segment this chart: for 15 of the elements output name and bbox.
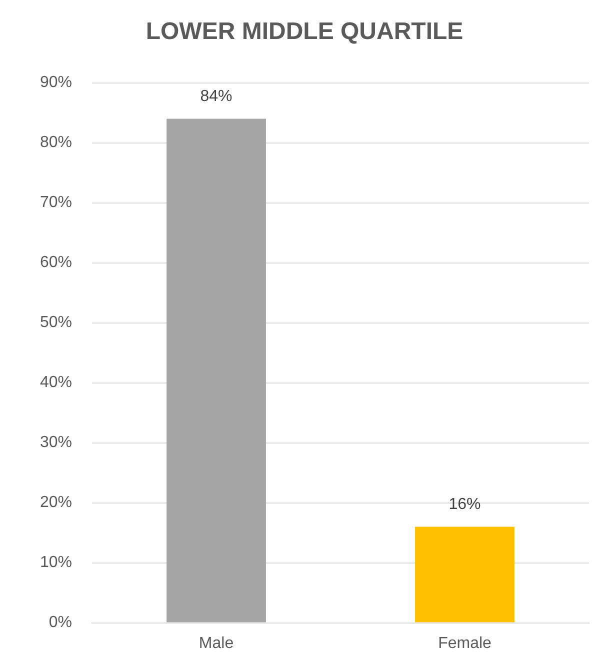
y-tick-label: 10% [40, 554, 72, 572]
data-label: 84% [200, 88, 232, 106]
data-label: 16% [448, 496, 481, 514]
y-tick-label: 40% [40, 374, 72, 392]
x-tick-label: Male [198, 634, 234, 652]
y-tick-label: 30% [40, 434, 72, 452]
y-tick-label: 70% [40, 194, 72, 212]
y-tick-label: 0% [48, 614, 72, 632]
y-tick-label: 80% [40, 134, 72, 152]
y-tick-label: 60% [40, 254, 72, 272]
y-tick-label: 90% [40, 74, 72, 92]
x-tick-label: Female [438, 634, 492, 652]
y-tick-label: 50% [40, 314, 72, 332]
chart-title: LOWER MIDDLE QUARTILE [146, 18, 464, 46]
y-tick-label: 20% [40, 494, 72, 512]
